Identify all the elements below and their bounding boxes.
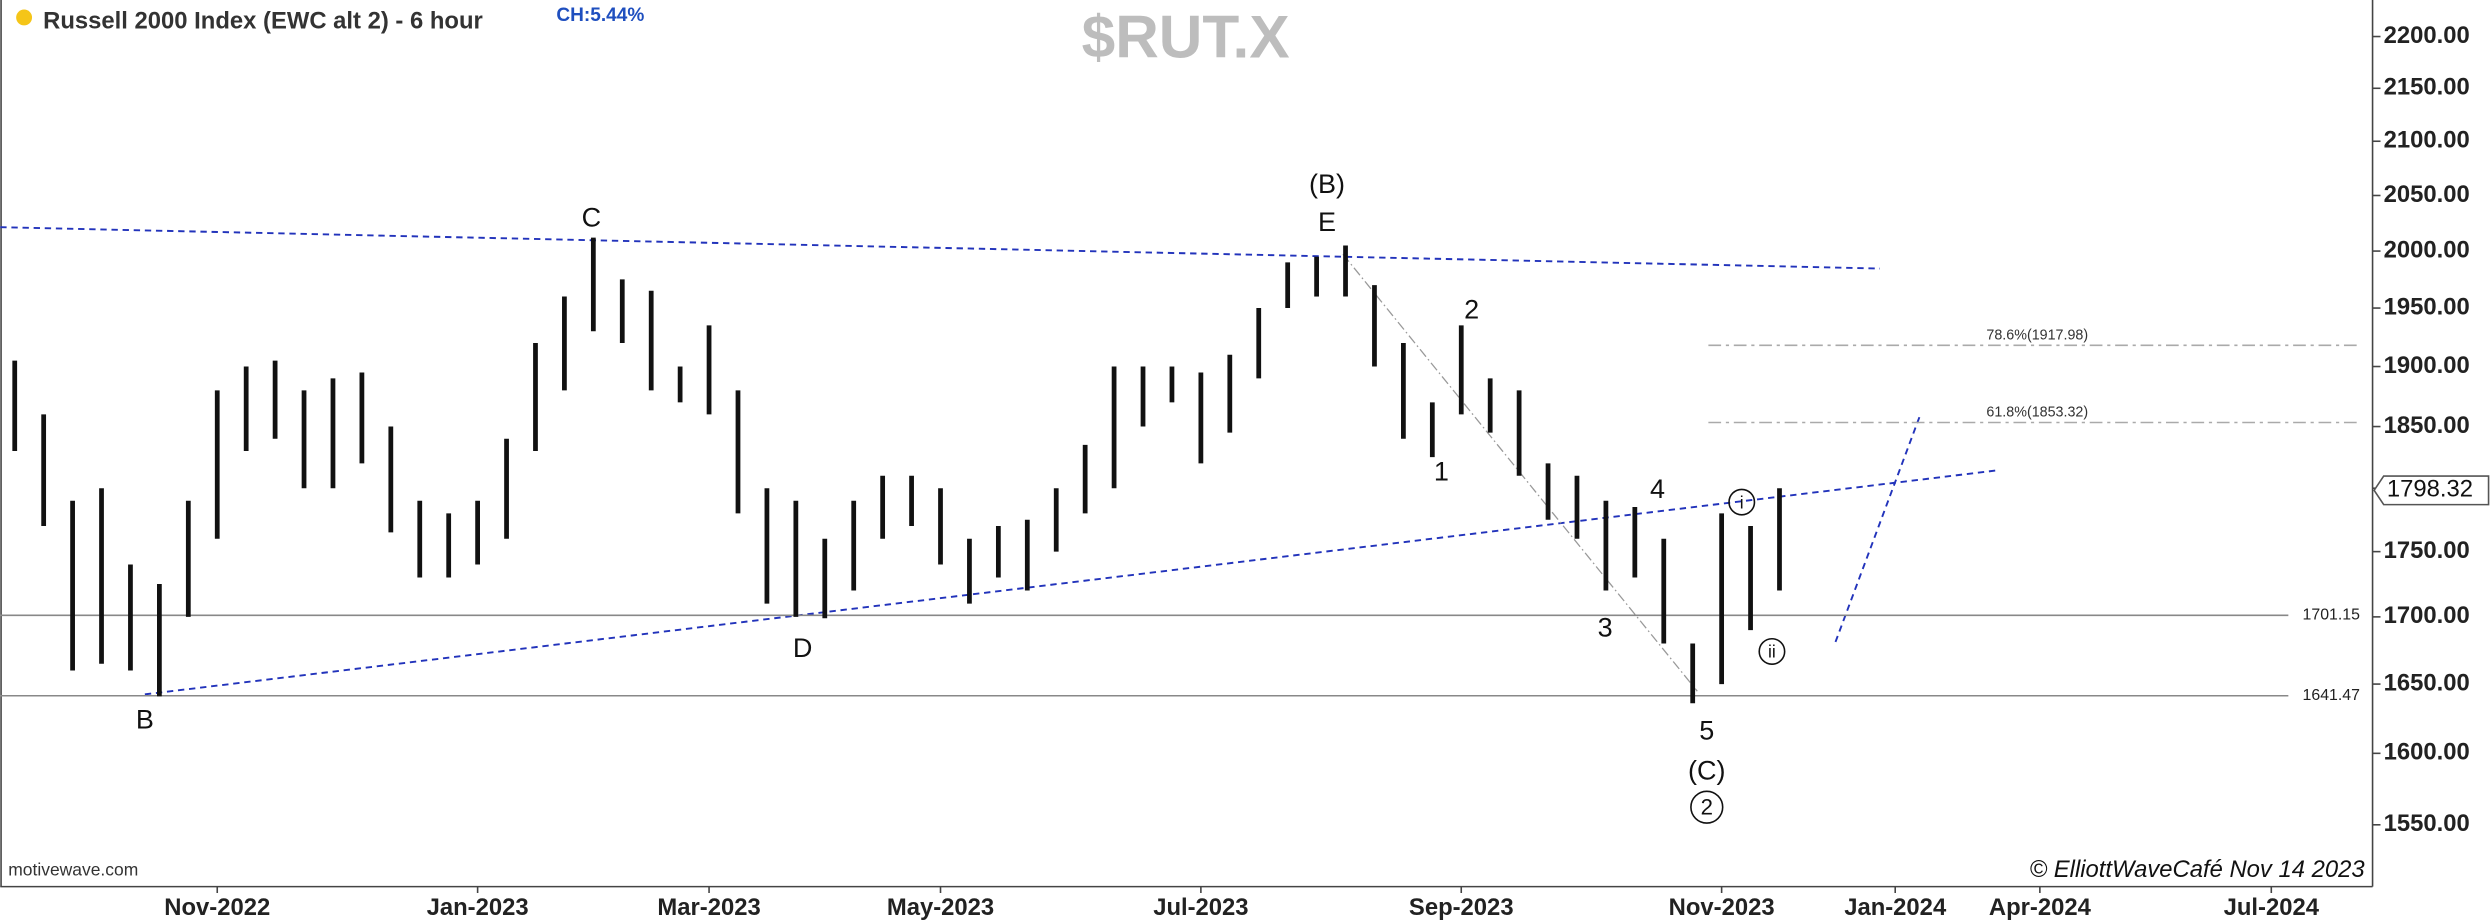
- credit: © ElliottWaveCafé Nov 14 2023: [2030, 856, 2366, 883]
- upper-trendline: [0, 226, 1881, 270]
- wave-label: (C): [1688, 755, 1725, 785]
- wave-circle: [1728, 488, 1756, 516]
- y-tick-label: 2050.00: [2384, 181, 2470, 208]
- y-tick-label: 1750.00: [2384, 537, 2470, 564]
- source: motivewave.com: [8, 859, 138, 879]
- status-dot: [16, 9, 33, 26]
- chart-title: Russell 2000 Index (EWC alt 2) - 6 hour: [43, 8, 483, 35]
- level-label: 1701.15: [2303, 607, 2361, 624]
- x-tick-label: Sep-2023: [1409, 894, 1514, 920]
- wave-label: 2: [1701, 795, 1713, 820]
- wave-label: 3: [1598, 612, 1613, 642]
- x-tick-label: Jan-2024: [1844, 894, 1947, 920]
- level-label: 1641.47: [2303, 687, 2361, 704]
- y-tick-label: 2200.00: [2384, 22, 2470, 49]
- change-label: CH:5.44%: [556, 5, 644, 26]
- wave-label: ii: [1768, 642, 1776, 662]
- wave-label: 4: [1650, 474, 1665, 504]
- x-tick-label: Jul-2023: [1153, 894, 1248, 920]
- y-tick-label: 1550.00: [2384, 810, 2470, 837]
- x-tick-label: Nov-2022: [164, 894, 270, 920]
- x-tick-label: Jul-2024: [2224, 894, 2320, 920]
- wave-circle: [1690, 790, 1724, 824]
- projection-line: [1834, 415, 1921, 643]
- wave-label: 2: [1464, 295, 1479, 325]
- y-tick-label: 2000.00: [2384, 236, 2470, 263]
- wave-label: 1: [1434, 457, 1449, 487]
- wave-label: E: [1318, 207, 1336, 237]
- wave-circle: [1758, 637, 1786, 665]
- wave-label: D: [793, 633, 813, 663]
- fib-label: 61.8%(1853.32): [1986, 405, 2088, 421]
- y-tick-label: 1700.00: [2384, 602, 2470, 629]
- y-tick-label: 1650.00: [2384, 669, 2470, 696]
- fib-label: 78.6%(1917.98): [1986, 328, 2088, 344]
- x-tick-label: Mar-2023: [657, 894, 760, 920]
- y-tick-label: 1850.00: [2384, 412, 2470, 439]
- y-tick-label: 2100.00: [2384, 127, 2470, 154]
- x-tick-label: Nov-2023: [1669, 894, 1775, 920]
- last-price-box: [2373, 475, 2490, 506]
- wave-label: i: [1740, 492, 1744, 512]
- wave-label: (B): [1309, 169, 1345, 199]
- y-tick-label: 1900.00: [2384, 352, 2470, 379]
- x-tick-label: Jan-2023: [427, 894, 529, 920]
- wave-label: 5: [1699, 716, 1714, 746]
- y-tick-label: 2150.00: [2384, 74, 2470, 101]
- x-tick-label: Apr-2024: [1989, 894, 2092, 920]
- y-tick-label: 1600.00: [2384, 739, 2470, 766]
- x-tick-label: May-2023: [887, 894, 994, 920]
- wave-label: B: [136, 705, 154, 735]
- y-tick-label: 1950.00: [2384, 293, 2470, 320]
- watermark: $RUT.X: [1082, 2, 1290, 70]
- last-price-label: 1798.32: [2387, 476, 2473, 503]
- wave-label: C: [582, 202, 602, 232]
